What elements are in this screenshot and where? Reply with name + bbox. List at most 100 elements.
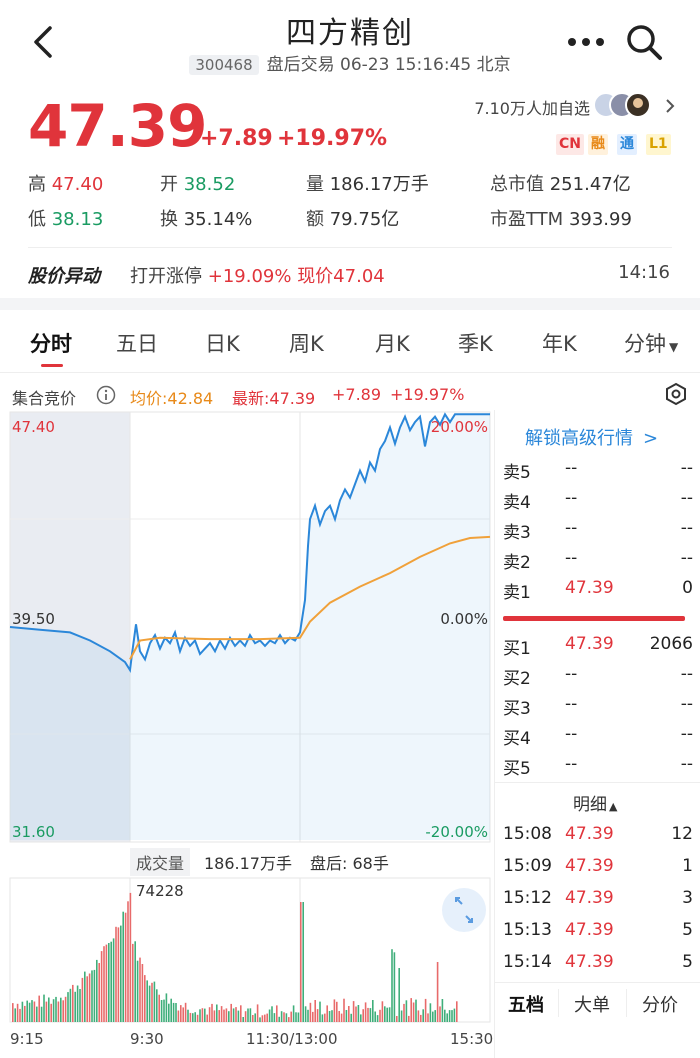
avatar-group-icon[interactable] — [592, 91, 672, 119]
stock-code: 300468 — [189, 55, 259, 75]
volume-bar — [434, 1010, 436, 1022]
volume-bar — [271, 1006, 273, 1022]
volume-bar — [357, 1005, 360, 1022]
ask-row-3[interactable]: 卖3 -- -- — [503, 518, 693, 543]
volume-label[interactable]: 成交量 — [130, 848, 191, 876]
active-tab-indicator — [41, 364, 63, 367]
volume-bar — [45, 1001, 48, 1022]
search-icon[interactable] — [624, 22, 664, 62]
volume-bar — [160, 1000, 163, 1022]
volume-bar — [120, 925, 122, 1022]
tab-intraday[interactable]: 分时 — [30, 332, 72, 356]
volume-bar — [340, 1013, 343, 1022]
volume-bar — [158, 994, 160, 1022]
tab-price-distribution[interactable]: 分价 — [642, 995, 678, 1016]
volume-bar — [379, 1009, 381, 1022]
volume-bar — [242, 1017, 244, 1022]
volume-bar — [93, 969, 96, 1022]
volume-bar — [268, 1009, 271, 1022]
expand-icon[interactable] — [455, 897, 473, 923]
tab-quarter-k[interactable]: 季K — [458, 332, 493, 356]
volume-bar — [237, 1010, 240, 1022]
tag-margin[interactable]: 融 — [588, 134, 608, 155]
volume-bar — [254, 1013, 256, 1022]
tab-minute[interactable]: 分钟 ▼ — [624, 332, 679, 356]
volume-bar — [168, 1003, 170, 1022]
tab-5day[interactable]: 五日 — [116, 332, 158, 356]
expand-button[interactable] — [442, 888, 486, 932]
volume-bar — [105, 944, 108, 1022]
volume-bar — [398, 968, 400, 1022]
volume-bar — [405, 1000, 408, 1022]
chevron-right-icon[interactable] — [662, 98, 678, 114]
tab-five-levels[interactable]: 五档 — [508, 995, 544, 1016]
volume-bar — [307, 1009, 309, 1022]
volume-bar — [278, 1016, 280, 1022]
volume-bar — [141, 964, 144, 1022]
volume-bar — [288, 1017, 290, 1022]
volume-bar — [256, 1004, 259, 1022]
divider — [28, 247, 672, 248]
followers-count[interactable]: 7.10万人加自选 — [474, 99, 590, 118]
volume-bar — [170, 998, 172, 1022]
tab-year-k[interactable]: 年K — [542, 332, 577, 356]
tab-day-k[interactable]: 日K — [205, 332, 240, 356]
intraday-price-chart[interactable]: 47.40 39.50 31.60 20.00% 0.00% -20.00% — [0, 410, 494, 848]
price-line — [9, 412, 490, 674]
tag-cn[interactable]: CN — [556, 134, 584, 155]
volume-bar — [108, 943, 110, 1022]
bid-row-5[interactable]: 买5 -- -- — [503, 754, 693, 779]
volume-bar — [302, 902, 304, 1022]
ask-row-4[interactable]: 卖4 -- -- — [503, 488, 693, 513]
volume-bar — [103, 946, 105, 1022]
more-icon[interactable] — [566, 36, 606, 48]
volume-bar — [393, 952, 396, 1022]
volume-bar — [312, 1011, 314, 1022]
bid-row-2[interactable]: 买2 -- -- — [503, 664, 693, 689]
volume-bar — [436, 962, 439, 1022]
volume-bar — [225, 1008, 228, 1022]
volume-bar — [362, 1009, 364, 1022]
settings-icon[interactable] — [664, 382, 688, 406]
volume-bar — [319, 1001, 321, 1022]
volume-bar — [43, 994, 45, 1022]
tab-large-orders[interactable]: 大单 — [574, 995, 610, 1016]
alert-text[interactable]: 打开涨停 +19.09% 现价47.04 — [130, 266, 385, 287]
tab-month-k[interactable]: 月K — [375, 332, 410, 356]
tab-week-k[interactable]: 周K — [289, 332, 324, 356]
volume-chart[interactable]: 74228 — [0, 876, 494, 1024]
volume-bar — [364, 1002, 367, 1022]
bid-row-1[interactable]: 买1 47.39 2066 — [503, 634, 693, 659]
bid-row-4[interactable]: 买4 -- -- — [503, 724, 693, 749]
ask-row-5[interactable]: 卖5 -- -- — [503, 458, 693, 483]
bid-row-3[interactable]: 买3 -- -- — [503, 694, 693, 719]
ask-row-1[interactable]: 卖1 47.39 0 — [503, 578, 693, 603]
volume-bar — [326, 1005, 328, 1022]
dropdown-icon: ▼ — [669, 340, 679, 354]
volume-bar — [96, 959, 98, 1022]
volume-bar — [28, 1002, 31, 1022]
tag-l1[interactable]: L1 — [646, 134, 671, 155]
volume-bar — [345, 1010, 348, 1022]
volume-bar — [441, 999, 444, 1022]
ask-row-2[interactable]: 卖2 -- -- — [503, 548, 693, 573]
volume-bar — [295, 1012, 297, 1022]
back-arrow-icon[interactable] — [28, 22, 68, 62]
divider — [0, 372, 700, 373]
volume-bar — [444, 1009, 446, 1022]
unlock-advanced-link[interactable]: 解锁高级行情 > — [525, 428, 659, 449]
volume-bar — [189, 1012, 192, 1022]
detail-header[interactable]: 明细 ▲ — [573, 795, 618, 815]
volume-bar — [427, 1013, 429, 1022]
volume-bar — [33, 1001, 36, 1022]
volume-bar — [199, 1009, 201, 1022]
volume-bar — [448, 1010, 451, 1022]
auction-label[interactable]: 集合竞价 — [12, 389, 77, 408]
volume-bar — [218, 1010, 220, 1022]
volume-bar — [369, 1008, 372, 1022]
volume-bar — [163, 999, 165, 1022]
volume-bar — [300, 902, 302, 1022]
volume-bar — [175, 1003, 177, 1022]
info-icon[interactable] — [96, 385, 116, 405]
tag-connect[interactable]: 通 — [617, 134, 637, 155]
